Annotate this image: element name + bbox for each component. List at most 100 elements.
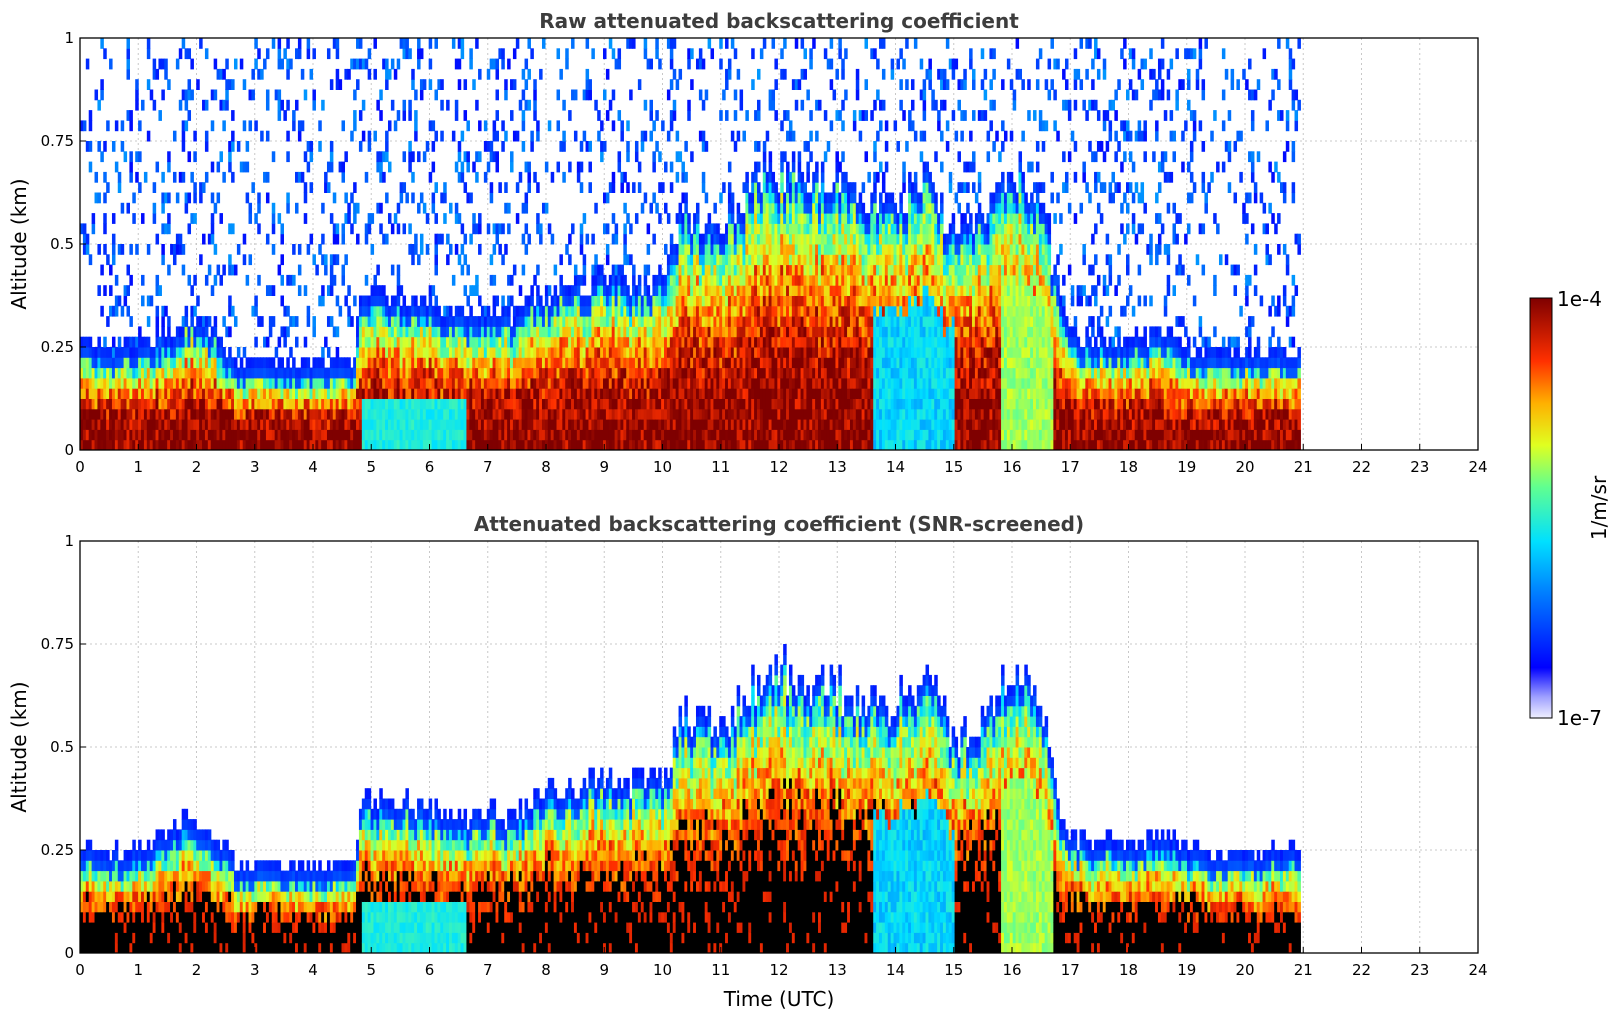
heatmap-cell [722, 285, 726, 296]
heatmap-cell [225, 408, 229, 420]
heatmap-cell [483, 305, 488, 317]
heatmap-cell [126, 367, 130, 379]
heatmap-cell [727, 305, 732, 317]
heatmap-cell [475, 274, 479, 286]
heatmap-cell [722, 254, 726, 266]
heatmap-cell [533, 336, 537, 348]
heatmap-cell [449, 429, 453, 441]
heatmap-cell [152, 347, 157, 358]
heatmap-cell [809, 274, 813, 286]
heatmap-cell [126, 419, 130, 430]
heatmap-cell [559, 439, 563, 450]
heatmap-cell [568, 254, 572, 266]
heatmap-cell [324, 408, 328, 420]
heatmap-cell [751, 316, 755, 327]
heatmap-cell [164, 305, 168, 317]
heatmap-cell [82, 233, 87, 245]
heatmap-cell [164, 192, 168, 204]
heatmap-cell [178, 419, 183, 430]
heatmap-cell [649, 367, 653, 379]
heatmap-cell [794, 388, 799, 399]
heatmap-cell [353, 398, 357, 410]
heatmap-cell [719, 285, 723, 296]
heatmap-cell [466, 295, 470, 307]
heatmap-cell [132, 398, 136, 410]
heatmap-cell [539, 388, 543, 399]
heatmap-cell [669, 254, 674, 266]
heatmap-cell [126, 357, 130, 369]
heatmap-cell [161, 336, 165, 348]
heatmap-cell [91, 429, 96, 441]
heatmap-cell [809, 130, 813, 142]
heatmap-cell [135, 151, 139, 163]
heatmap-cell [364, 316, 369, 327]
heatmap-cell [129, 357, 133, 369]
heatmap-cell [475, 347, 479, 358]
heatmap-cell [666, 213, 671, 224]
heatmap-cell [370, 336, 375, 348]
heatmap-cell [727, 419, 732, 430]
heatmap-cell [295, 377, 299, 389]
heatmap-cell [295, 171, 299, 183]
heatmap-cell [733, 408, 738, 420]
heatmap-cell [277, 367, 282, 379]
heatmap-cell [759, 295, 764, 307]
heatmap-cell [788, 439, 793, 450]
heatmap-cell [582, 305, 587, 317]
heatmap-cell [727, 213, 732, 224]
heatmap-cell [536, 223, 540, 235]
heatmap-cell [550, 388, 555, 399]
heatmap-cell [271, 439, 276, 450]
heatmap-cell [187, 408, 192, 420]
heatmap-cell [379, 110, 383, 121]
heatmap-cell [385, 429, 389, 441]
heatmap-cell [114, 408, 119, 420]
heatmap-cell [103, 377, 107, 389]
heatmap-cell [495, 110, 500, 121]
heatmap-cell [82, 439, 87, 450]
heatmap-cell [129, 367, 133, 379]
heatmap-cell [507, 305, 511, 317]
heatmap-cell [414, 110, 418, 121]
heatmap-cell [611, 357, 616, 369]
heatmap-cell [518, 429, 523, 441]
heatmap-cell [376, 419, 380, 430]
heatmap-cell [309, 141, 314, 152]
heatmap-cell [489, 429, 494, 441]
heatmap-cell [161, 254, 165, 266]
heatmap-cell [172, 377, 177, 389]
heatmap-cell [440, 439, 444, 450]
heatmap-cell [472, 79, 476, 90]
heatmap-cell [292, 377, 296, 389]
heatmap-cell [559, 274, 563, 286]
heatmap-cell [126, 377, 130, 389]
heatmap-cell [431, 347, 436, 358]
heatmap-cell [472, 161, 476, 173]
heatmap-cell [510, 326, 514, 338]
heatmap-cell [786, 336, 790, 348]
heatmap-cell [783, 439, 787, 450]
heatmap-cell [97, 244, 101, 255]
heatmap-cell [751, 429, 755, 441]
heatmap-cell [637, 408, 642, 420]
heatmap-cell [594, 295, 598, 307]
heatmap-cell [460, 223, 465, 235]
heatmap-cell [443, 429, 447, 441]
heatmap-cell [751, 305, 755, 317]
heatmap-cell [693, 429, 697, 441]
heatmap-cell [422, 336, 427, 348]
heatmap-cell [271, 151, 276, 163]
heatmap-cell [704, 141, 709, 152]
heatmap-cell [646, 223, 651, 235]
heatmap-cell [370, 408, 375, 420]
heatmap-cell [382, 429, 386, 441]
heatmap-cell [425, 439, 430, 450]
heatmap-cell [411, 439, 415, 450]
heatmap-cell [661, 429, 665, 441]
heatmap-cell [370, 326, 375, 338]
heatmap-cell [326, 182, 331, 193]
heatmap-cell [791, 347, 796, 358]
heatmap-cell [286, 388, 290, 399]
heatmap-cell [172, 398, 177, 410]
heatmap-cell [684, 233, 688, 245]
